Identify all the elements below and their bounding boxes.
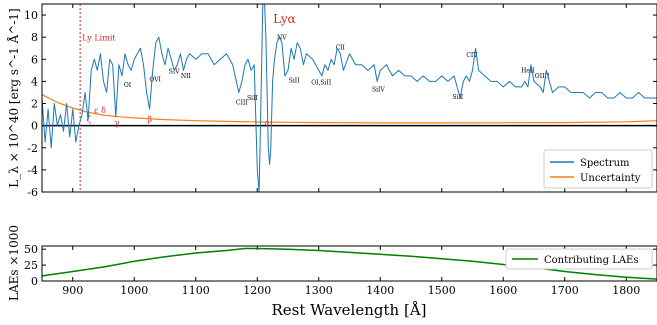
spectrum-y-tick-label: 10: [24, 9, 38, 22]
line-label: SiII: [247, 95, 258, 102]
laes-y-tick-label: 50: [24, 243, 38, 256]
spectrum-lines: [42, 4, 657, 192]
laes-legend-frame: [505, 248, 653, 270]
line-label: NII: [181, 73, 192, 80]
lyman-limit-label: Ly Limit: [82, 33, 116, 42]
laes-panel: 900 1000 1100 1200 1300 1400 1500 1600 1700 1800 0…: [7, 225, 657, 319]
spectrum-legend: Spectrum Uncertainty: [543, 149, 653, 189]
x-tick-label: 1200: [243, 284, 271, 297]
legend-label-1: Uncertainty: [580, 173, 641, 184]
laes-axes-frame: [41, 245, 657, 282]
lyman-series-label: γ: [115, 118, 120, 127]
lyman-series-label: β: [147, 115, 152, 124]
line-label: CIII: [236, 100, 248, 107]
spectrum-y-tick-label: 0: [31, 120, 38, 133]
spectrum-y-tick-label: -4: [27, 164, 38, 177]
laes-y-tick-label: 25: [24, 259, 38, 272]
x-axis-label: Rest Wavelength [Å]: [271, 301, 426, 319]
line-label: SiII: [289, 78, 300, 85]
line-label: OI: [124, 82, 132, 89]
laes-series-line: [42, 247, 657, 280]
line-label: OI,SiII: [311, 80, 332, 87]
spectrum-y-tick-label: 6: [31, 53, 38, 66]
laes-y-tick-label: 0: [31, 275, 38, 288]
x-tick-label: 900: [62, 284, 83, 297]
laes-legend-label: Contributing LAEs: [544, 255, 638, 266]
line-label: CIV: [466, 52, 478, 59]
spectrum-y-tick-label: 8: [31, 31, 38, 44]
x-tick-label: 1700: [551, 284, 579, 297]
spectrum-axis-ticks: -6 -4 -2 0 2 4 6 8 10: [24, 4, 657, 199]
spectrum-series-line: [42, 4, 657, 192]
laes-legend: Contributing LAEs: [505, 248, 653, 270]
x-tick-label: 1400: [366, 284, 394, 297]
lyman-series-label: ζ: [87, 115, 92, 124]
lyman-series-label: δ: [101, 106, 106, 115]
line-label: SiII: [452, 94, 463, 101]
lyman-alpha-label: Lyα: [273, 12, 296, 26]
laes-axis-ticks: 900 1000 1100 1200 1300 1400 1500 1600 1700 1800 0…: [24, 243, 657, 297]
x-tick-label: 1500: [428, 284, 456, 297]
x-tick-label: 1100: [182, 284, 210, 297]
line-label: OIII]: [535, 73, 549, 80]
lyman-series-label: ε: [94, 106, 98, 115]
x-tick-label: 1000: [120, 284, 148, 297]
line-label: SIV: [169, 69, 180, 76]
spectrum-y-axis-label: L_λ × 10^40 [erg s^-1 Å^-1]: [6, 8, 21, 188]
spectrum-legend-frame: [543, 149, 653, 189]
x-tick-label: 1600: [489, 284, 517, 297]
line-label: SiIV: [372, 86, 385, 93]
laes-y-axis-label: LAEs ×1000: [7, 225, 21, 301]
spectrum-y-tick-label: -2: [27, 142, 38, 155]
uncertainty-series-line: [42, 94, 657, 124]
line-label: CII: [336, 44, 346, 51]
legend-label-0: Spectrum: [580, 158, 630, 169]
spectrum-axes-frame: [41, 3, 657, 193]
line-label: NV: [277, 34, 287, 41]
spectrum-y-tick-label: 4: [31, 75, 38, 88]
spectrum-y-tick-label: 2: [31, 98, 38, 111]
line-label: OVI: [149, 76, 161, 83]
laes-plot-area: [42, 247, 657, 280]
spectrum-y-tick-label: -6: [27, 186, 38, 199]
line-label: HeII: [521, 68, 535, 75]
x-tick-label: 1300: [305, 284, 333, 297]
x-tick-label: 1800: [612, 284, 640, 297]
